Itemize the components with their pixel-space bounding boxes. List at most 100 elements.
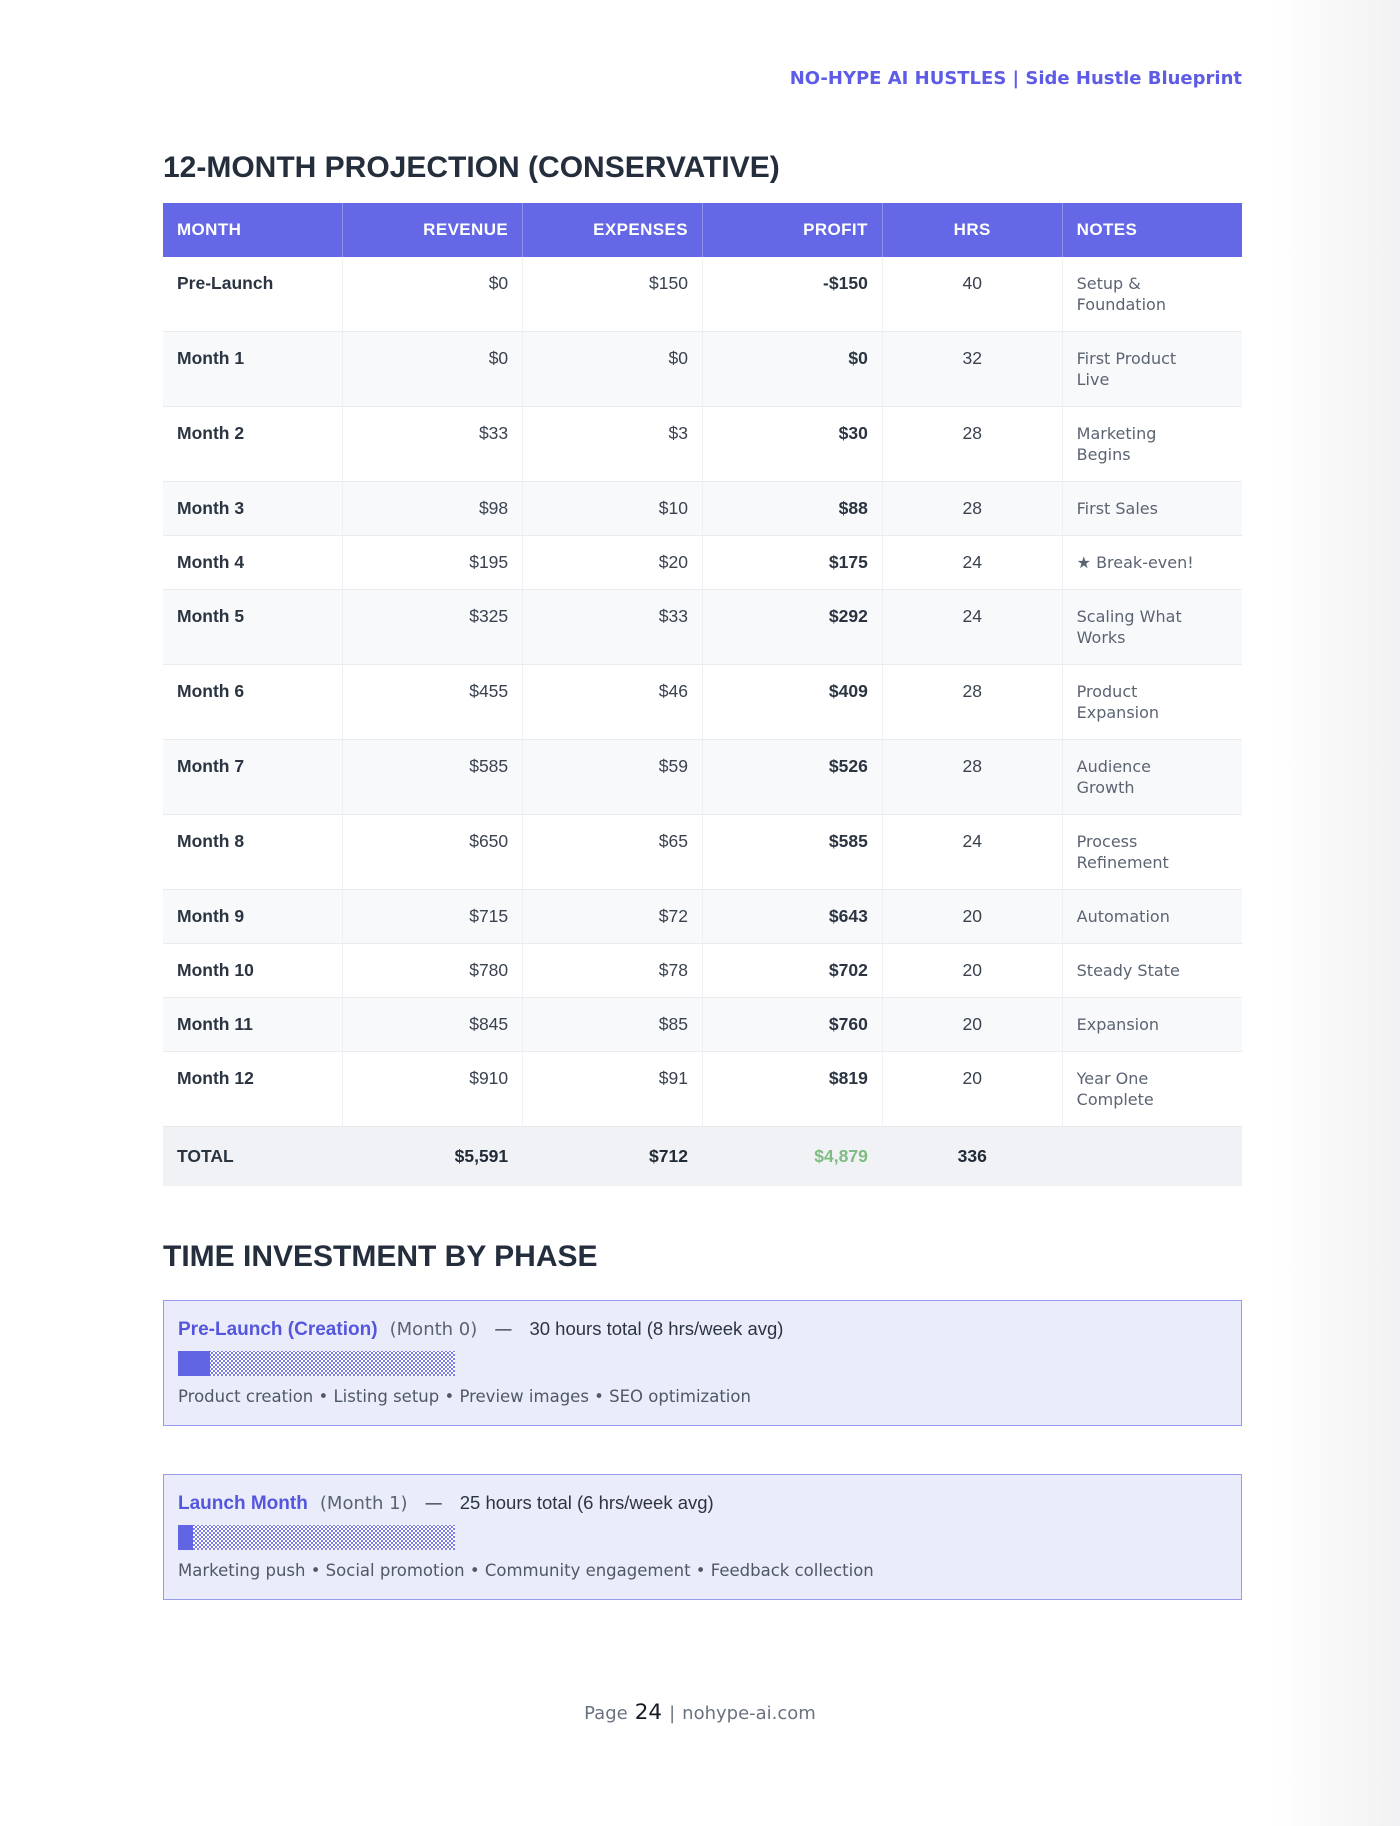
expenses-cell: $78	[522, 943, 703, 998]
revenue-cell: $325	[342, 589, 524, 665]
projection-table-body: Pre-Launch $0 $150 -$150 40 Setup & Foundatio…	[163, 257, 1242, 1127]
projection-table-head: MONTH REVENUE EXPENSES PROFIT HRS NOTES	[163, 203, 1242, 257]
column-header: EXPENSES	[522, 203, 703, 257]
profit-cell: $30	[702, 406, 883, 482]
hrs-cell: 20	[882, 889, 1063, 944]
profit-cell: $409	[702, 664, 883, 740]
column-header: MONTH	[163, 203, 344, 257]
expenses-cell: $712	[522, 1126, 703, 1186]
revenue-cell: $845	[342, 997, 524, 1052]
notes-cell: First Sales	[1062, 481, 1242, 536]
column-header: REVENUE	[342, 203, 524, 257]
page-footer: Page 24 | nohype-ai.com	[0, 1700, 1400, 1725]
table-row: Month 10 $780 $78 $702 20 Steady State	[163, 943, 1242, 998]
phase-tasks: Product creation • Listing setup • Previ…	[178, 1387, 751, 1406]
revenue-cell: $650	[342, 814, 524, 890]
phase-separator: —	[494, 1319, 513, 1340]
profit-cell: $819	[702, 1051, 883, 1127]
phase-name: Pre-Launch (Creation)	[178, 1319, 378, 1340]
notes-cell: Audience Growth	[1062, 739, 1242, 815]
hrs-cell: 20	[882, 997, 1063, 1052]
profit-cell: -$150	[702, 257, 883, 332]
notes-cell: First Product Live	[1062, 331, 1242, 407]
expenses-cell: $10	[522, 481, 703, 536]
revenue-cell: $98	[342, 481, 524, 536]
revenue-cell: $910	[342, 1051, 524, 1127]
table-row: Month 2 $33 $3 $30 28 Marketing Begins	[163, 406, 1242, 482]
notes-cell: Scaling What Works	[1062, 589, 1242, 665]
profit-cell: $292	[702, 589, 883, 665]
phase-title-line: Pre-Launch (Creation) (Month 0) — 30 hou…	[178, 1317, 1227, 1342]
notes-cell: Automation	[1062, 889, 1242, 944]
month-cell: Month 5	[163, 589, 344, 665]
month-cell: Month 7	[163, 739, 344, 815]
expenses-cell: $59	[522, 739, 703, 815]
table-row: Month 6 $455 $46 $409 28 Product Expansion	[163, 664, 1242, 740]
table-row: Month 9 $715 $72 $643 20 Automation	[163, 889, 1242, 944]
phase-progress-bar	[178, 1351, 455, 1376]
phase-separator: —	[424, 1493, 443, 1514]
footer-page-label: Page	[584, 1703, 628, 1724]
revenue-cell: $780	[342, 943, 524, 998]
hrs-cell: 20	[882, 943, 1063, 998]
phase-month-label: (Month 1)	[319, 1493, 408, 1514]
expenses-cell: $3	[522, 406, 703, 482]
column-header: PROFIT	[702, 203, 883, 257]
notes-cell: Expansion	[1062, 997, 1242, 1052]
footer-page-number: 24	[634, 1700, 663, 1725]
revenue-cell: $585	[342, 739, 524, 815]
profit-cell: $585	[702, 814, 883, 890]
expenses-cell: $33	[522, 589, 703, 665]
phase-bar-fill	[178, 1525, 193, 1550]
revenue-cell: $715	[342, 889, 524, 944]
revenue-cell: $33	[342, 406, 524, 482]
notes-cell: Marketing Begins	[1062, 406, 1242, 482]
expenses-cell: $46	[522, 664, 703, 740]
phase-progress-bar	[178, 1525, 455, 1550]
notes-cell	[1062, 1126, 1242, 1186]
phase-bar-fill	[178, 1351, 211, 1376]
hrs-cell: 28	[882, 406, 1063, 482]
month-cell: Month 8	[163, 814, 344, 890]
month-cell: Month 9	[163, 889, 344, 944]
projection-table-title: 12-MONTH PROJECTION (CONSERVATIVE)	[163, 151, 780, 184]
month-cell: Month 3	[163, 481, 344, 536]
page: NO-HYPE AI HUSTLES | Side Hustle Bluepri…	[163, 0, 1242, 1600]
notes-cell: Product Expansion	[1062, 664, 1242, 740]
notes-cell: ★ Break-even!	[1062, 535, 1242, 590]
hrs-cell: 40	[882, 257, 1063, 332]
month-cell: Month 10	[163, 943, 344, 998]
phase-hours: 30 hours total (8 hrs/week avg)	[529, 1318, 784, 1339]
notes-cell: Setup & Foundation	[1062, 257, 1242, 332]
table-row: Month 3 $98 $10 $88 28 First Sales	[163, 481, 1242, 536]
profit-cell: $175	[702, 535, 883, 590]
profit-cell: $702	[702, 943, 883, 998]
table-row: Month 11 $845 $85 $760 20 Expansion	[163, 997, 1242, 1052]
revenue-cell: $5,591	[342, 1126, 524, 1186]
phase-name: Launch Month	[178, 1493, 308, 1514]
profit-cell: $4,879	[702, 1126, 883, 1186]
profit-cell: $760	[702, 997, 883, 1052]
phase-tasks: Marketing push • Social promotion • Comm…	[178, 1561, 874, 1580]
table-row: Month 1 $0 $0 $0 32 First Product Live	[163, 331, 1242, 407]
month-cell: Month 2	[163, 406, 344, 482]
phase-card-launch-month: Launch Month (Month 1) — 25 hours total …	[163, 1474, 1242, 1600]
revenue-cell: $0	[342, 331, 524, 407]
footer-divider: |	[669, 1703, 676, 1724]
profit-cell: $0	[702, 331, 883, 407]
hrs-cell: 336	[882, 1126, 1063, 1186]
month-cell: Month 1	[163, 331, 344, 407]
hrs-cell: 24	[882, 589, 1063, 665]
hrs-cell: 20	[882, 1051, 1063, 1127]
profit-cell: $526	[702, 739, 883, 815]
hrs-cell: 28	[882, 664, 1063, 740]
notes-cell: Process Refinement	[1062, 814, 1242, 890]
revenue-cell: $0	[342, 257, 524, 332]
projection-table-foot: TOTAL $5,591 $712 $4,879 336	[163, 1126, 1242, 1186]
projection-table: MONTH REVENUE EXPENSES PROFIT HRS NOTES Pre-L…	[163, 203, 1242, 1186]
expenses-cell: $85	[522, 997, 703, 1052]
column-header: HRS	[882, 203, 1063, 257]
hrs-cell: 24	[882, 535, 1063, 590]
hrs-cell: 24	[882, 814, 1063, 890]
document-header-brand: NO-HYPE AI HUSTLES | Side Hustle Bluepri…	[789, 68, 1242, 89]
